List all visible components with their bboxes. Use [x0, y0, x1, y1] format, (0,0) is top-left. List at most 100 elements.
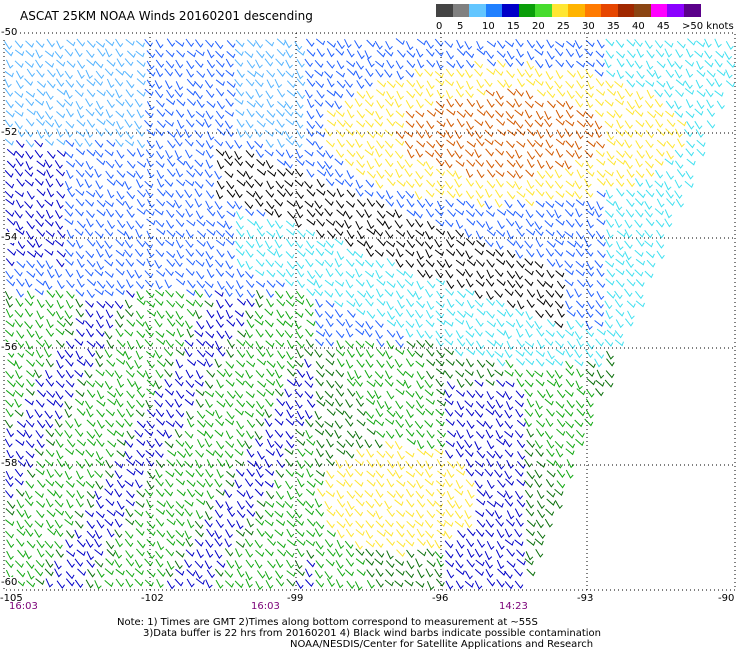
- wind-barb: [456, 440, 465, 450]
- wind-barb: [496, 309, 507, 317]
- wind-barb: [336, 188, 345, 198]
- wind-barb: [664, 181, 672, 191]
- wind-barb: [224, 170, 234, 179]
- wind-barb: [275, 379, 284, 389]
- wind-barb: [75, 460, 85, 469]
- wind-barb: [525, 528, 535, 537]
- wind-barb: [635, 80, 645, 88]
- wind-barb: [284, 188, 294, 197]
- wind-barb: [164, 488, 174, 497]
- wind-barb: [424, 270, 433, 279]
- wind-barb: [435, 300, 445, 309]
- wind-barb: [336, 358, 345, 368]
- wind-barb: [516, 339, 525, 348]
- wind-barb: [624, 219, 633, 229]
- wind-barb: [486, 540, 495, 551]
- wind-barb: [366, 279, 374, 289]
- wind-barb: [584, 150, 594, 158]
- wind-barb: [36, 310, 44, 320]
- wind-barb: [175, 478, 185, 486]
- colorbar-label: 15: [507, 21, 520, 32]
- wind-barb: [634, 39, 643, 48]
- wind-barb: [455, 299, 465, 307]
- wind-barb: [64, 258, 74, 266]
- wind-barb: [25, 528, 34, 537]
- wind-barb: [124, 99, 134, 108]
- wind-barb: [84, 170, 94, 179]
- wind-barb: [145, 149, 155, 158]
- wind-barb: [596, 268, 605, 278]
- wind-barb: [66, 530, 75, 539]
- wind-barb: [415, 360, 425, 368]
- wind-barb: [295, 48, 306, 56]
- wind-barb: [446, 298, 455, 308]
- wind-barb: [134, 248, 144, 258]
- wind-barb: [56, 128, 64, 138]
- wind-barb: [365, 321, 374, 330]
- wind-barb: [325, 479, 334, 489]
- wind-barb: [525, 508, 535, 517]
- wind-barb: [574, 359, 584, 367]
- wind-barb: [514, 490, 524, 500]
- wind-barb: [576, 388, 586, 396]
- wind-barb: [415, 99, 424, 109]
- wind-barb: [5, 389, 16, 397]
- wind-barb: [254, 140, 264, 149]
- wind-barb: [436, 578, 445, 587]
- wind-barb: [426, 140, 436, 149]
- wind-barb: [124, 350, 132, 360]
- wind-barb: [186, 258, 196, 266]
- wind-barb: [536, 530, 546, 540]
- wind-barb: [215, 519, 224, 529]
- wind-barb: [136, 199, 145, 208]
- wind-barb: [335, 48, 345, 56]
- wind-barb: [434, 238, 443, 248]
- wind-barb: [216, 128, 226, 136]
- wind-barb: [195, 578, 205, 585]
- wind-barb: [75, 251, 85, 260]
- wind-barb: [194, 90, 203, 100]
- wind-barb: [16, 330, 25, 339]
- wind-barb: [84, 179, 93, 189]
- wind-barb: [594, 208, 603, 218]
- wind-barb: [654, 208, 664, 216]
- wind-barb: [196, 99, 205, 109]
- wind-barb: [535, 519, 544, 529]
- lon-label-93: -93: [577, 593, 594, 604]
- wind-barb: [46, 269, 55, 279]
- wind-barb: [295, 518, 305, 526]
- wind-barb: [236, 298, 246, 306]
- wind-barb: [104, 48, 113, 58]
- wind-barb: [516, 48, 524, 58]
- wind-barb: [464, 570, 473, 580]
- wind-barb: [246, 108, 255, 118]
- wind-barb: [244, 50, 254, 59]
- wind-barb: [96, 158, 106, 166]
- wind-barb: [515, 408, 524, 418]
- wind-barb: [364, 209, 372, 219]
- wind-barb: [444, 338, 454, 346]
- wind-barb: [314, 570, 323, 579]
- wind-barb: [85, 250, 95, 259]
- wind-barb: [77, 378, 87, 387]
- wind-barb: [24, 308, 33, 318]
- wind-barb: [146, 439, 155, 449]
- wind-barb: [85, 320, 94, 329]
- wind-barb: [494, 450, 503, 459]
- wind-barb: [115, 288, 125, 296]
- wind-barb: [24, 78, 34, 86]
- wind-barb: [215, 499, 224, 509]
- wind-barb: [85, 579, 94, 589]
- wind-barb: [146, 139, 155, 149]
- wind-barb: [126, 220, 135, 230]
- wind-barb: [534, 68, 543, 78]
- wind-barb: [476, 359, 486, 368]
- wind-barb: [184, 508, 193, 517]
- wind-barb: [574, 349, 583, 359]
- wind-barb: [195, 510, 204, 520]
- wind-barb: [264, 409, 273, 419]
- wind-barb: [314, 478, 324, 486]
- wind-barb: [455, 219, 464, 230]
- wind-barb: [285, 268, 295, 278]
- wind-barb: [355, 328, 365, 336]
